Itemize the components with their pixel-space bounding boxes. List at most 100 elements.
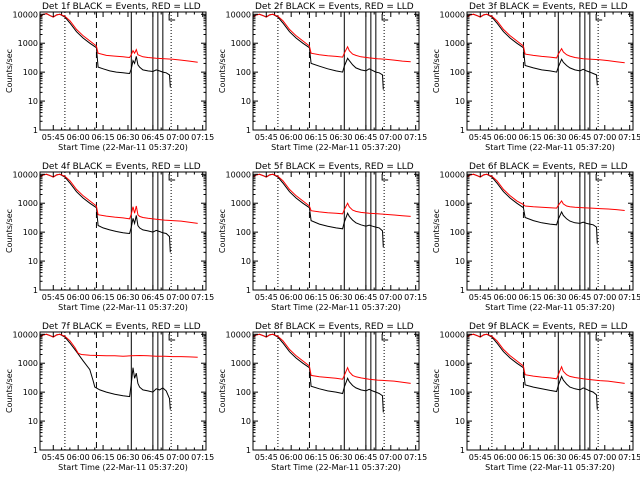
x-tick-label: 07:00 xyxy=(593,453,616,462)
y-tick-label: 1 xyxy=(33,446,38,455)
y-tick-label: 10000 xyxy=(13,170,38,179)
y-tick-label: 1 xyxy=(460,286,465,295)
axes-frame xyxy=(466,11,634,131)
axes-frame xyxy=(39,171,207,291)
series-lld-line xyxy=(40,333,198,358)
y-tick-label: 10 xyxy=(28,257,38,266)
y-tick-label: 10 xyxy=(241,97,251,106)
x-tick-label: 06:30 xyxy=(543,133,566,142)
axes-frame xyxy=(252,171,420,291)
panel-title: Det 7f BLACK = Events, RED = LLD xyxy=(42,322,201,332)
x-tick-label: 07:00 xyxy=(379,453,402,462)
y-tick-label: 10 xyxy=(455,257,465,266)
x-tick-label: 07:15 xyxy=(618,133,640,142)
y-tick-label: 1 xyxy=(460,446,465,455)
y-tick-label: 1000 xyxy=(18,199,38,208)
x-tick-label: 07:00 xyxy=(379,293,402,302)
series-lld-line xyxy=(40,13,198,63)
x-tick-label: 06:30 xyxy=(329,293,352,302)
y-tick-label: 100 xyxy=(23,228,38,237)
y-tick-label: 10 xyxy=(28,417,38,426)
axes-frame xyxy=(466,331,634,451)
panel-title: Det 1f BLACK = Events, RED = LLD xyxy=(42,2,201,12)
panel-det-3: Det 3f BLACK = Events, RED = LLD 1 10 100 10… xyxy=(432,2,640,152)
panel-det-1: Det 1f BLACK = Events, RED = LLD 1 10 100 10… xyxy=(5,2,214,152)
y-tick-label: 1000 xyxy=(231,199,251,208)
x-tick-label: 07:00 xyxy=(166,293,189,302)
x-tick-label: 07:15 xyxy=(404,293,427,302)
y-tick-label: 1 xyxy=(460,126,465,135)
x-tick-label: 05:45 xyxy=(42,293,65,302)
x-tick-label: 06:30 xyxy=(329,453,352,462)
y-tick-label: 10 xyxy=(455,417,465,426)
series-events-line xyxy=(253,13,384,90)
x-tick-label: 07:15 xyxy=(404,133,427,142)
y-tick-label: 1 xyxy=(33,126,38,135)
y-tick-label: 10000 xyxy=(440,330,465,339)
series-lld-line xyxy=(253,173,411,217)
x-tick-label: 06:45 xyxy=(568,453,591,462)
panel-title: Det 2f BLACK = Events, RED = LLD xyxy=(255,2,414,12)
x-tick-label: 05:45 xyxy=(42,133,65,142)
x-axis-label: Start Time (22-Mar-11 05:37:20) xyxy=(58,463,188,472)
axes-frame xyxy=(39,11,207,131)
x-tick-label: 06:45 xyxy=(354,453,377,462)
x-tick-label: 06:15 xyxy=(519,453,542,462)
marker-bracket xyxy=(381,174,389,181)
panel-title: Det 5f BLACK = Events, RED = LLD xyxy=(255,162,414,172)
marker-bracket xyxy=(595,14,603,21)
series-events-line xyxy=(40,173,171,253)
x-tick-label: 06:45 xyxy=(141,293,164,302)
y-axis-label: Counts/sec xyxy=(432,369,441,413)
x-tick-label: 06:45 xyxy=(354,133,377,142)
y-tick-label: 1 xyxy=(246,286,251,295)
x-axis-label: Start Time (22-Mar-11 05:37:20) xyxy=(58,303,188,312)
series-lld-line xyxy=(467,173,625,211)
panel-title: Det 3f BLACK = Events, RED = LLD xyxy=(469,2,628,12)
y-axis-label: Counts/sec xyxy=(218,369,227,413)
x-tick-label: 05:45 xyxy=(469,453,492,462)
panel-title: Det 8f BLACK = Events, RED = LLD xyxy=(255,322,414,332)
panel-det-7: Det 7f BLACK = Events, RED = LLD 1 10 100 10… xyxy=(5,322,214,472)
x-tick-label: 06:15 xyxy=(519,133,542,142)
x-tick-label: 06:45 xyxy=(568,293,591,302)
x-axis-label: Start Time (22-Mar-11 05:37:20) xyxy=(485,303,615,312)
panel-title: Det 4f BLACK = Events, RED = LLD xyxy=(42,162,201,172)
y-tick-label: 1000 xyxy=(231,39,251,48)
y-tick-label: 100 xyxy=(23,388,38,397)
marker-bracket xyxy=(168,14,176,21)
y-axis-label: Counts/sec xyxy=(432,49,441,93)
x-tick-label: 06:00 xyxy=(494,133,517,142)
series-lld-line xyxy=(467,13,625,64)
y-tick-label: 10000 xyxy=(226,330,251,339)
y-tick-label: 1000 xyxy=(18,359,38,368)
x-axis-label: Start Time (22-Mar-11 05:37:20) xyxy=(271,303,401,312)
y-tick-label: 100 xyxy=(236,68,251,77)
marker-bracket xyxy=(168,174,176,181)
y-tick-label: 1 xyxy=(246,446,251,455)
y-axis-label: Counts/sec xyxy=(218,49,227,93)
axes-frame xyxy=(252,11,420,131)
y-tick-label: 1000 xyxy=(18,39,38,48)
x-tick-label: 06:00 xyxy=(280,293,303,302)
x-tick-label: 06:45 xyxy=(354,293,377,302)
series-events-line xyxy=(253,333,384,413)
y-tick-label: 10 xyxy=(455,97,465,106)
series-events-line xyxy=(40,333,171,410)
x-tick-label: 06:30 xyxy=(116,133,139,142)
y-tick-label: 10 xyxy=(28,97,38,106)
x-tick-label: 07:00 xyxy=(593,293,616,302)
y-tick-label: 1000 xyxy=(445,39,465,48)
y-axis-label: Counts/sec xyxy=(218,209,227,253)
series-lld-line xyxy=(253,333,411,384)
x-tick-label: 05:45 xyxy=(469,133,492,142)
series-events-line xyxy=(253,173,384,248)
y-tick-label: 1000 xyxy=(445,359,465,368)
x-tick-label: 07:00 xyxy=(593,133,616,142)
y-axis-label: Counts/sec xyxy=(5,49,14,93)
x-tick-label: 07:00 xyxy=(379,133,402,142)
panel-det-9: Det 9f BLACK = Events, RED = LLD 1 10 100 10… xyxy=(432,322,640,472)
y-tick-label: 10000 xyxy=(226,10,251,19)
x-axis-label: Start Time (22-Mar-11 05:37:20) xyxy=(58,143,188,152)
